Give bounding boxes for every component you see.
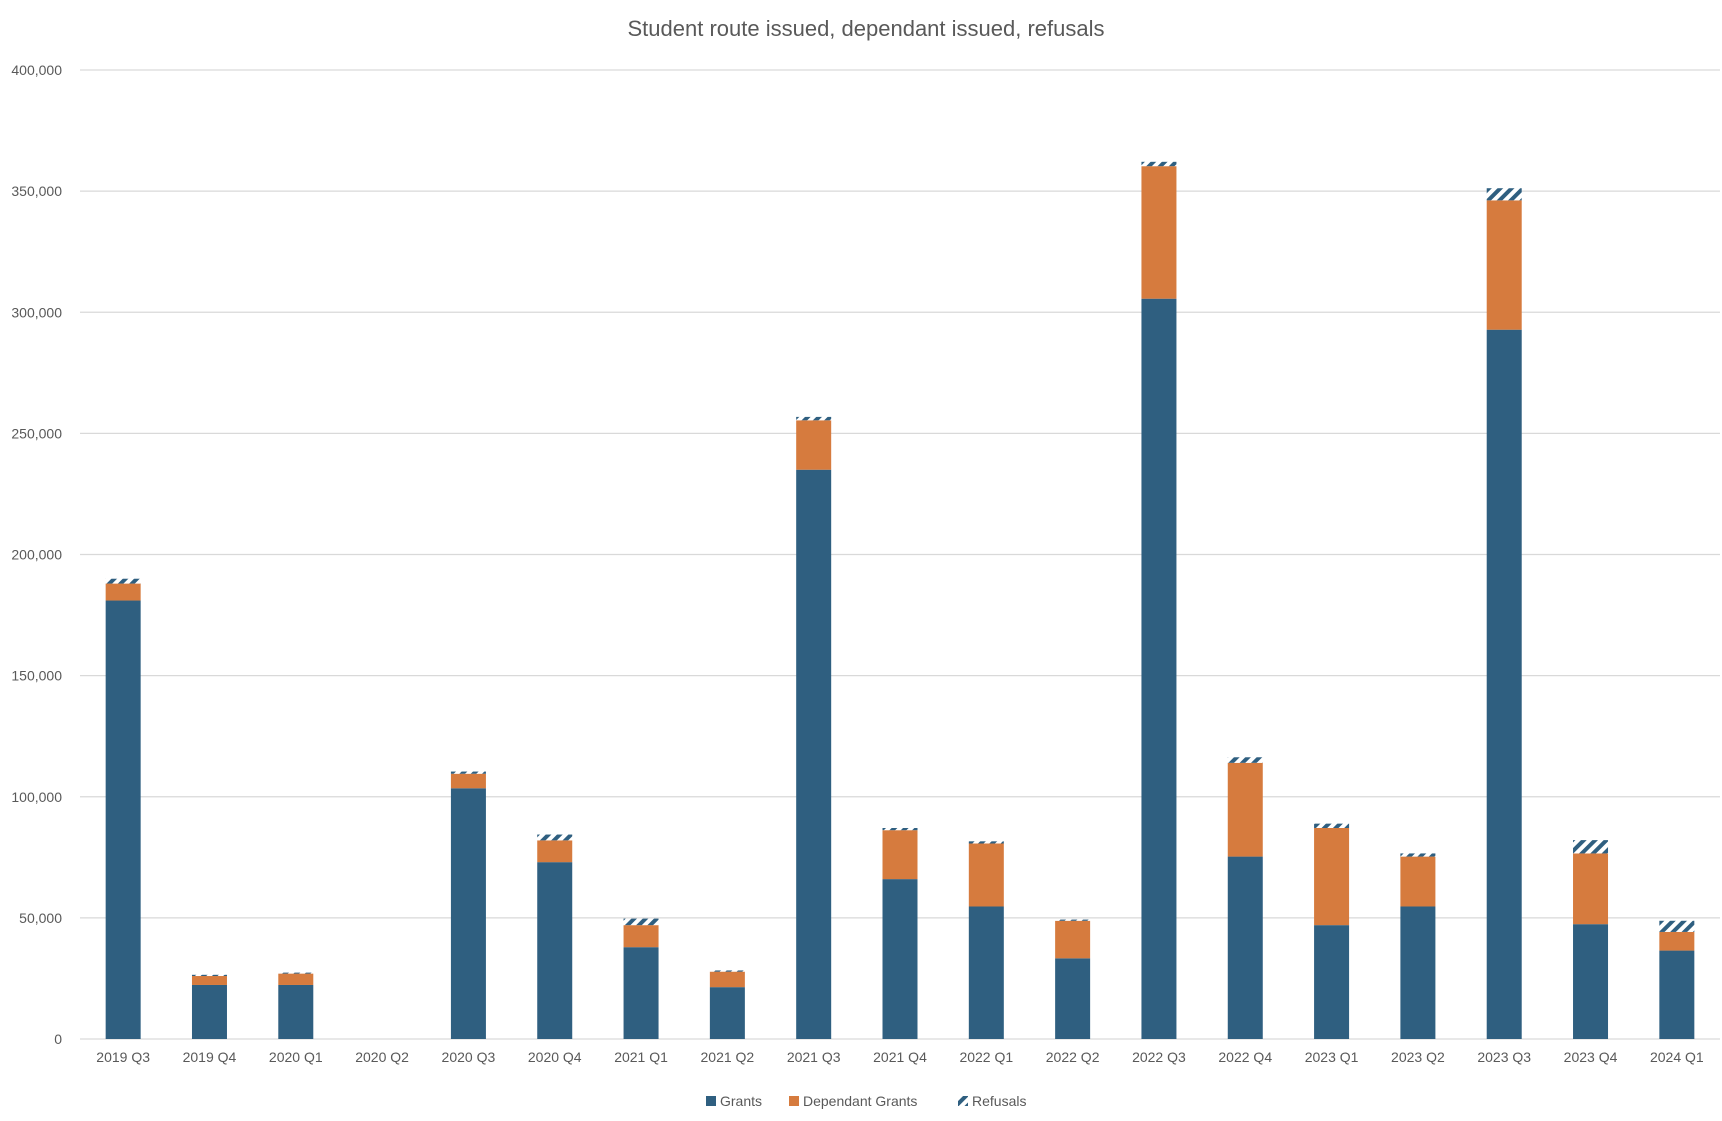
bar-dependant-grants	[537, 840, 573, 863]
bar-grants	[105, 600, 141, 1039]
bar-grants	[968, 906, 1004, 1039]
legend-swatch	[789, 1096, 799, 1106]
bar-dependant-grants	[1573, 853, 1609, 925]
bar-grants	[1486, 329, 1522, 1039]
bar-dependant-grants	[1141, 166, 1177, 299]
x-tick-label: 2023 Q1	[1305, 1049, 1359, 1065]
legend-label: Dependant Grants	[803, 1093, 917, 1109]
y-tick-label: 250,000	[11, 425, 62, 441]
x-tick-label: 2020 Q2	[355, 1049, 409, 1065]
x-tick-label: 2021 Q1	[614, 1049, 668, 1065]
bar-grants	[537, 862, 573, 1039]
x-tick-label: 2022 Q3	[1132, 1049, 1186, 1065]
x-tick-label: 2019 Q4	[183, 1049, 237, 1065]
bar-grants	[709, 987, 745, 1039]
y-tick-label: 350,000	[11, 183, 62, 199]
bar-grants	[1227, 856, 1263, 1039]
bar-grants	[1573, 924, 1609, 1039]
bar-grants	[1314, 925, 1350, 1039]
bar-dependant-grants	[105, 583, 141, 601]
bar-grants	[191, 984, 227, 1039]
x-tick-label: 2023 Q2	[1391, 1049, 1445, 1065]
x-tick-label: 2020 Q1	[269, 1049, 323, 1065]
x-tick-label: 2021 Q2	[701, 1049, 755, 1065]
x-tick-label: 2023 Q4	[1564, 1049, 1618, 1065]
bar-refusals	[1227, 757, 1263, 763]
bar-grants	[882, 879, 918, 1039]
x-tick-label: 2022 Q1	[959, 1049, 1013, 1065]
bar-refusals	[1055, 919, 1091, 921]
bar-refusals	[1573, 840, 1609, 854]
bar-dependant-grants	[882, 830, 918, 880]
bar-dependant-grants	[709, 971, 745, 988]
y-tick-label: 0	[54, 1031, 62, 1047]
bar-dependant-grants	[450, 773, 486, 789]
y-tick-label: 100,000	[11, 789, 62, 805]
y-tick-label: 300,000	[11, 304, 62, 320]
x-tick-label: 2019 Q3	[96, 1049, 150, 1065]
bar-refusals	[623, 918, 659, 926]
bar-dependant-grants	[968, 843, 1004, 907]
y-tick-label: 200,000	[11, 547, 62, 563]
y-tick-label: 50,000	[19, 910, 62, 926]
bar-refusals	[105, 578, 141, 584]
legend-label: Grants	[720, 1093, 762, 1109]
bar-refusals	[709, 970, 745, 972]
bar-refusals	[1314, 823, 1350, 829]
bar-grants	[623, 947, 659, 1039]
bar-dependant-grants	[1486, 200, 1522, 330]
bar-refusals	[1486, 188, 1522, 201]
x-tick-label: 2024 Q1	[1650, 1049, 1704, 1065]
bar-dependant-grants	[623, 925, 659, 948]
bar-grants	[278, 984, 314, 1039]
legend-swatch	[958, 1096, 968, 1106]
bar-grants	[1141, 298, 1177, 1040]
bar-grants	[1659, 950, 1695, 1039]
x-tick-label: 2020 Q3	[442, 1049, 496, 1065]
x-tick-label: 2021 Q4	[873, 1049, 927, 1065]
legend-swatch	[706, 1096, 716, 1106]
bar-dependant-grants	[1659, 931, 1695, 951]
bar-grants	[796, 469, 832, 1039]
bar-dependant-grants	[1400, 856, 1436, 907]
bar-dependant-grants	[1227, 762, 1263, 857]
y-tick-label: 150,000	[11, 668, 62, 684]
y-tick-label: 400,000	[11, 62, 62, 78]
bar-refusals	[537, 834, 573, 841]
bar-refusals	[278, 972, 314, 974]
x-tick-label: 2023 Q3	[1477, 1049, 1531, 1065]
bar-refusals	[882, 828, 918, 831]
bar-grants	[450, 788, 486, 1039]
bar-refusals	[968, 841, 1004, 844]
bar-grants	[1400, 906, 1436, 1039]
legend-label: Refusals	[972, 1093, 1026, 1109]
bar-refusals	[1400, 853, 1436, 857]
bar-dependant-grants	[1055, 920, 1091, 959]
x-tick-label: 2020 Q4	[528, 1049, 582, 1065]
bar-dependant-grants	[796, 420, 832, 470]
bar-refusals	[796, 416, 832, 421]
chart-title: Student route issued, dependant issued, …	[628, 16, 1105, 41]
bar-grants	[1055, 958, 1091, 1039]
bar-refusals	[1141, 161, 1177, 167]
bar-refusals	[191, 974, 227, 977]
bar-dependant-grants	[278, 973, 314, 985]
x-tick-label: 2022 Q2	[1046, 1049, 1100, 1065]
bar-refusals	[450, 771, 486, 774]
bar-dependant-grants	[1314, 828, 1350, 926]
x-tick-label: 2022 Q4	[1218, 1049, 1272, 1065]
bar-dependant-grants	[191, 976, 227, 985]
x-tick-label: 2021 Q3	[787, 1049, 841, 1065]
bar-refusals	[1659, 920, 1695, 932]
